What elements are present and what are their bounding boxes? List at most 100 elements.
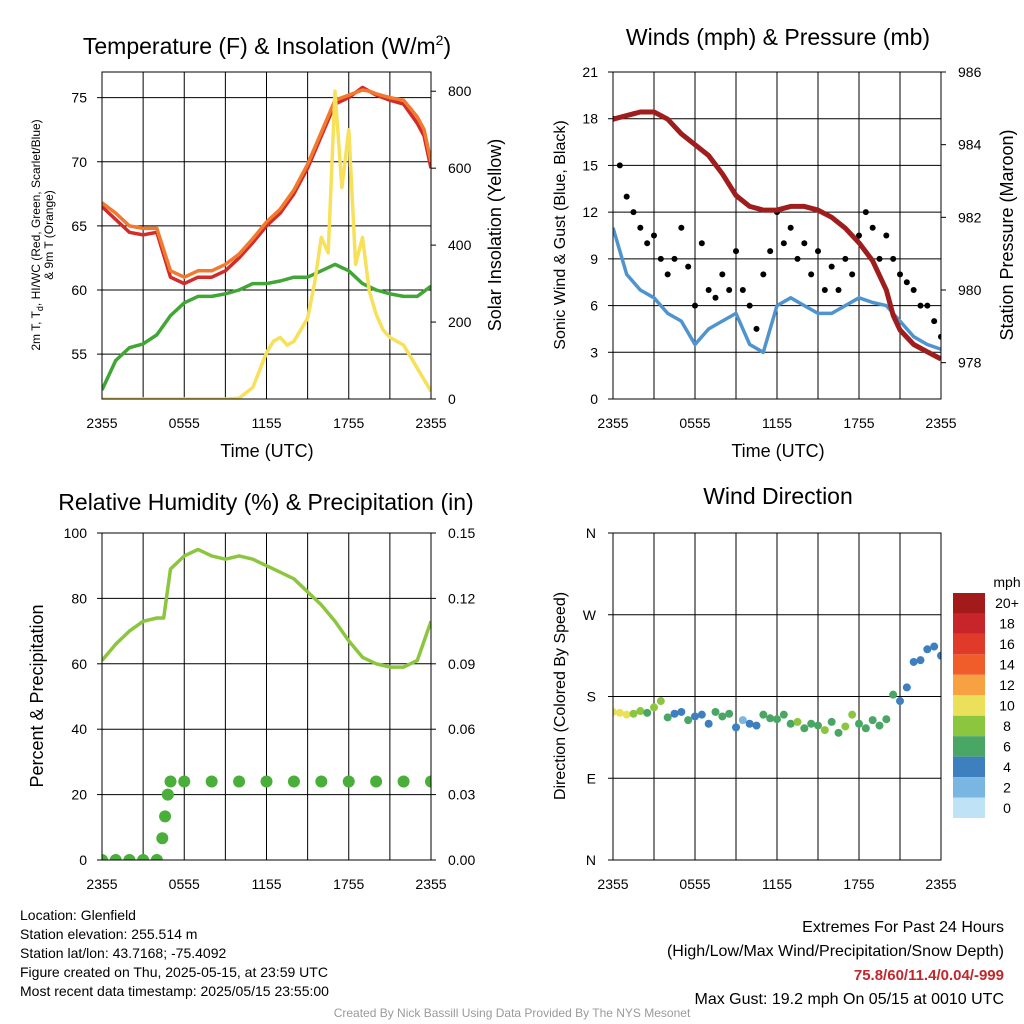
direction-point — [841, 722, 850, 731]
colorbar-label: 10 — [999, 698, 1015, 714]
direction-point — [868, 716, 877, 725]
direction-point — [793, 717, 802, 726]
sonic-wind-line — [613, 227, 941, 355]
gust-point — [664, 271, 671, 278]
y-tick-label: N — [586, 525, 596, 541]
direction-point — [896, 697, 904, 706]
gust-point — [862, 209, 869, 216]
y-tick-label: W — [583, 607, 597, 623]
y-tick-label: 65 — [71, 218, 87, 234]
direction-point — [909, 657, 918, 666]
direction-point — [725, 709, 734, 718]
y-tick-label: N — [586, 852, 596, 868]
insolation-line — [102, 89, 431, 399]
colorbar-cell — [953, 736, 985, 757]
gust-point — [651, 232, 657, 239]
temperature-ylabel: 2m T, Td, HI/WC (Red, Green, Scarlet/Blu… — [29, 119, 45, 350]
winds-title: Winds (mph) & Pressure (mb) — [626, 24, 930, 50]
credit-text: Created By Nick Bassill Using Data Provi… — [333, 1006, 691, 1020]
y-tick-label: 55 — [71, 346, 87, 362]
x-tick-label: 1155 — [251, 876, 281, 892]
y-right-tick-label: 980 — [958, 282, 982, 298]
direction-point — [704, 719, 713, 728]
direction-point — [691, 712, 699, 721]
y-tick-label: 60 — [71, 656, 87, 672]
x-tick-label: 1155 — [762, 876, 792, 892]
precip-point — [260, 775, 273, 788]
y-tick-label: 6 — [590, 298, 598, 314]
gust-point — [657, 255, 664, 262]
y-tick-label: 21 — [582, 64, 598, 80]
temperature-ylabel-line2: & 9m T (Orange) — [42, 190, 56, 280]
gust-point — [746, 302, 753, 309]
gust-point — [869, 224, 876, 231]
gust-point — [753, 325, 760, 332]
direction-point — [759, 710, 768, 719]
gust-point — [760, 271, 767, 278]
gust-point — [705, 287, 712, 293]
direction-point — [930, 642, 939, 651]
winds-ticks: 2355 0555 1155 1755 2355 0 3 6 9 12 15 18 21 978 980 98… — [582, 64, 981, 431]
colorbar-label: 2 — [1003, 779, 1011, 795]
gust-point — [931, 318, 938, 325]
direction-point — [656, 697, 665, 706]
y-tick-label: 100 — [64, 525, 88, 541]
colorbar-cell — [953, 715, 985, 737]
y-right-tick-label: 982 — [958, 209, 982, 225]
y-right-tick-label: 200 — [448, 314, 472, 330]
temperature-xlabel: Time (UTC) — [220, 441, 313, 461]
direction-point — [814, 721, 822, 730]
gust-point — [842, 255, 849, 262]
direction-point — [773, 715, 781, 724]
extremes-values: 75.8/60/11.4/0.04/-999 — [853, 967, 1004, 984]
temperature-title: Temperature (F) & Insolation (W/m2) — [83, 32, 451, 59]
y-right-tick-label: 800 — [448, 83, 472, 99]
gust-point — [623, 193, 630, 200]
y-right-tick-label: 0 — [448, 391, 456, 407]
gust-point — [616, 162, 623, 169]
gust-point — [897, 271, 903, 278]
winds-panel: Winds (mph) & Pressure (mb) 2355 0555 1155… — [552, 24, 1017, 461]
winds-frame — [612, 71, 942, 400]
y-right-tick-label: 0.12 — [448, 590, 475, 606]
pressure-ylabel: Station Pressure (Maroon) — [997, 129, 1017, 340]
direction-point — [711, 707, 720, 716]
precip-point — [397, 775, 410, 788]
y-tick-label: 15 — [582, 157, 598, 173]
direction-point — [752, 721, 761, 730]
precip-point — [315, 775, 328, 788]
y-tick-label: 75 — [71, 90, 87, 106]
colorbar-cell — [953, 593, 985, 614]
direction-point — [786, 719, 795, 728]
gust-point — [780, 240, 787, 247]
precip-point — [205, 775, 218, 788]
y-tick-label: E — [587, 770, 596, 786]
extremes-title: Extremes For Past 24 Hours — [802, 919, 1004, 936]
colorbar-cell — [953, 756, 985, 778]
gust-point — [849, 271, 856, 278]
gust-point — [821, 287, 828, 293]
series-group — [102, 85, 431, 399]
colorbar-label: 14 — [999, 657, 1015, 673]
temperature-panel: Temperature (F) & Insolation (W/m2) 2355… — [29, 32, 505, 461]
y-tick-label: 12 — [582, 204, 598, 220]
colorbar-cell — [953, 777, 985, 798]
precip-point — [287, 775, 300, 788]
direction-point — [779, 710, 788, 719]
direction-point — [902, 683, 911, 692]
temperature-series — [102, 85, 431, 399]
direction-point — [766, 714, 775, 723]
direction-point — [615, 708, 624, 717]
x-tick-label: 2355 — [597, 876, 628, 892]
gust-point — [938, 333, 941, 340]
extremes-subtitle: (High/Low/Max Wind/Precipitation/Snow De… — [666, 943, 1004, 960]
colorbar-label: 20+ — [995, 595, 1019, 611]
station-metadata: Location: Glenfield Station elevation: 2… — [20, 906, 329, 1001]
gust-point — [883, 232, 890, 239]
direction-point — [622, 710, 631, 719]
direction-point — [834, 728, 843, 737]
colorbar-label: 18 — [999, 616, 1015, 632]
direction-ylabel: Direction (Colored By Speed) — [552, 592, 569, 800]
speed-colorbar: 20+ 18 16 14 12 10 8 6 4 2 0 — [953, 593, 1019, 818]
precip-point — [161, 788, 174, 801]
